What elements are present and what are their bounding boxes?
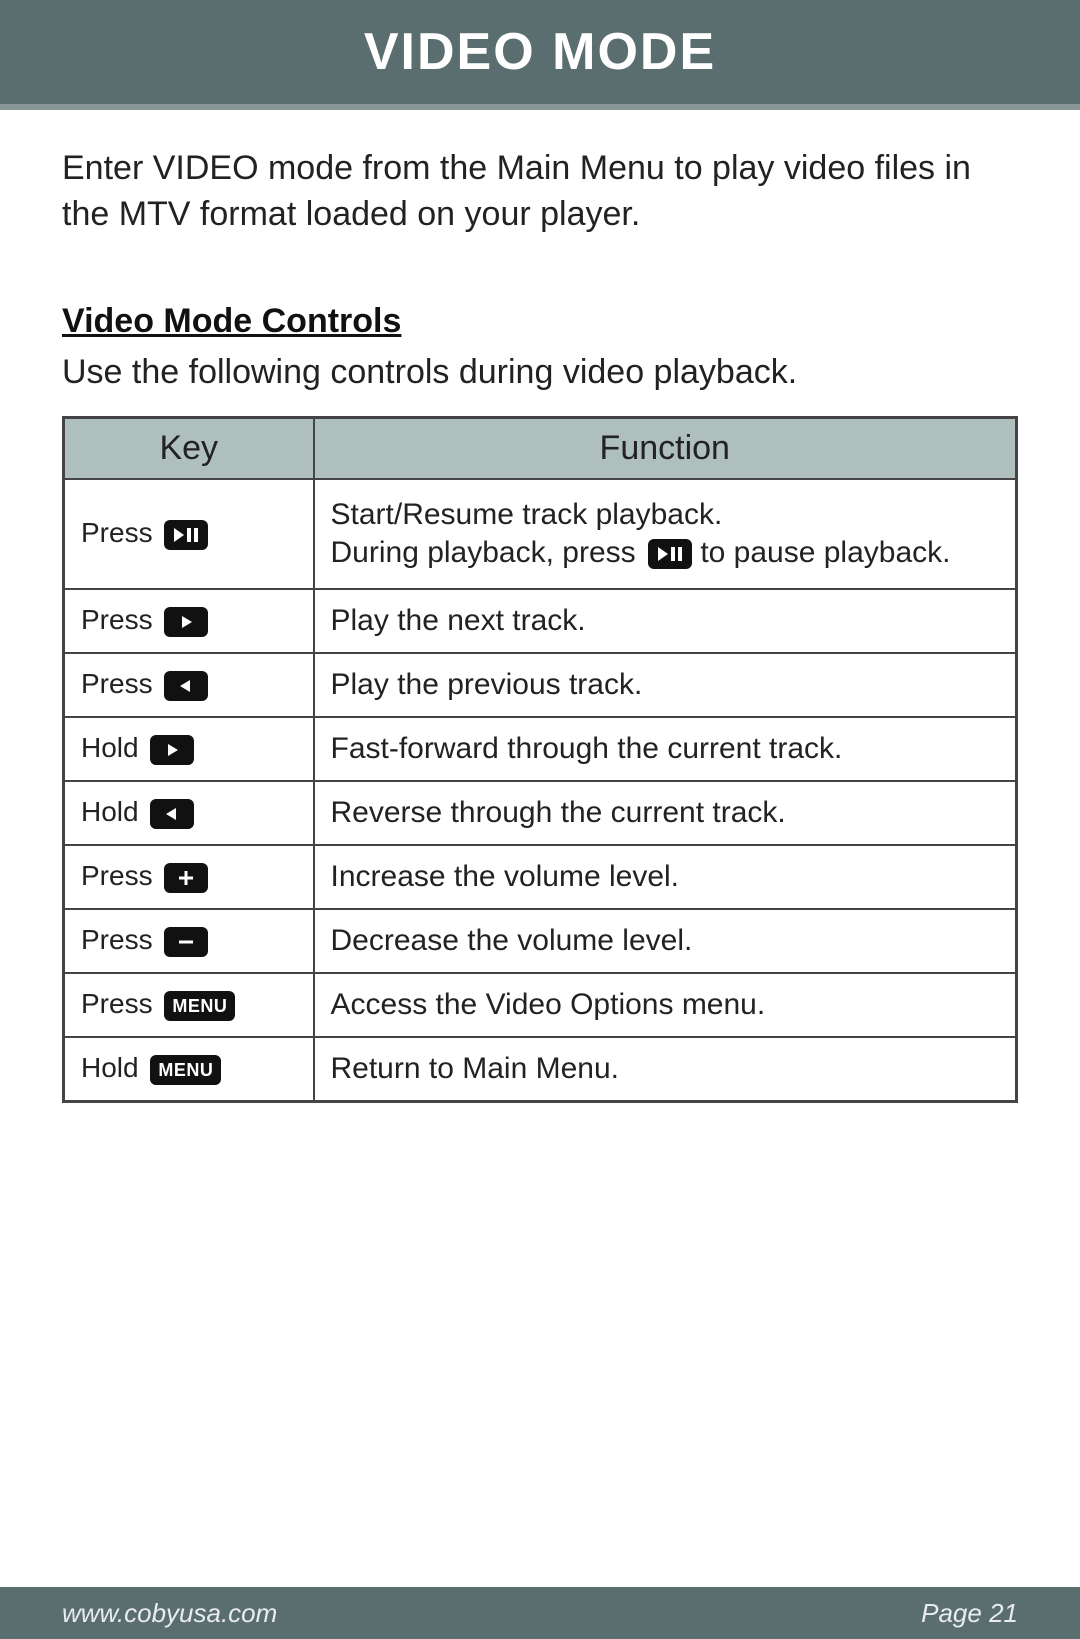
key-cell: Hold <box>64 781 314 845</box>
key-cell: Press <box>64 653 314 717</box>
menu-icon: MENU <box>150 1055 221 1085</box>
key-cell: Press MENU <box>64 973 314 1037</box>
table-row: Press Increase the volume level. <box>64 845 1017 909</box>
section-heading: Video Mode Controls <box>62 302 1018 341</box>
function-text: Start/Resume track playback. <box>331 498 1000 532</box>
key-cell: Press <box>64 479 314 589</box>
function-cell: Reverse through the current track. <box>314 781 1017 845</box>
footer-page-number: Page 21 <box>921 1598 1018 1629</box>
function-cell: Access the Video Options menu. <box>314 973 1017 1037</box>
page-header: VIDEO MODE <box>0 0 1080 110</box>
playpause-icon <box>648 539 692 569</box>
section-description: Use the following controls during video … <box>62 353 1018 392</box>
table-row: Press MENU Access the Video Options menu… <box>64 973 1017 1037</box>
table-row: Press Play the previous track. <box>64 653 1017 717</box>
function-cell: Play the previous track. <box>314 653 1017 717</box>
manual-page: VIDEO MODE Enter VIDEO mode from the Mai… <box>0 0 1080 1639</box>
function-cell: Start/Resume track playback. During play… <box>314 479 1017 589</box>
table-row: Hold MENU Return to Main Menu. <box>64 1037 1017 1102</box>
minus-icon <box>164 927 208 957</box>
col-header-function: Function <box>314 417 1017 479</box>
next-icon <box>164 607 208 637</box>
key-prefix: Press <box>81 604 153 635</box>
key-prefix: Press <box>81 668 153 699</box>
key-cell: Press <box>64 909 314 973</box>
plus-icon <box>164 863 208 893</box>
table-row: Press Play the next track. <box>64 589 1017 653</box>
key-cell: Press <box>64 589 314 653</box>
table-row: Hold Reverse through the current track. <box>64 781 1017 845</box>
key-prefix: Hold <box>81 1052 139 1083</box>
function-cell: Decrease the volume level. <box>314 909 1017 973</box>
function-cell: Increase the volume level. <box>314 845 1017 909</box>
next-icon <box>150 735 194 765</box>
page-footer: www.cobyusa.com Page 21 <box>0 1587 1080 1639</box>
table-row: Press Start/Resume track playback. Durin… <box>64 479 1017 589</box>
key-prefix: Press <box>81 517 153 548</box>
key-cell: Hold <box>64 717 314 781</box>
footer-url: www.cobyusa.com <box>62 1598 277 1629</box>
key-prefix: Press <box>81 924 153 955</box>
key-prefix: Press <box>81 988 153 1019</box>
function-cell: Return to Main Menu. <box>314 1037 1017 1102</box>
intro-text: Enter VIDEO mode from the Main Menu to p… <box>62 146 1018 238</box>
controls-table: Key Function Press Start/Resume track pl… <box>62 416 1018 1103</box>
key-cell: Hold MENU <box>64 1037 314 1102</box>
function-cell: Fast-forward through the current track. <box>314 717 1017 781</box>
key-cell: Press <box>64 845 314 909</box>
table-row: Press Decrease the volume level. <box>64 909 1017 973</box>
function-text: During playback, press to pause playback… <box>331 536 1000 570</box>
page-content: Enter VIDEO mode from the Main Menu to p… <box>0 110 1080 1587</box>
playpause-icon <box>164 520 208 550</box>
prev-icon <box>164 671 208 701</box>
col-header-key: Key <box>64 417 314 479</box>
prev-icon <box>150 799 194 829</box>
function-cell: Play the next track. <box>314 589 1017 653</box>
key-prefix: Hold <box>81 796 139 827</box>
menu-icon: MENU <box>164 991 235 1021</box>
table-row: Hold Fast-forward through the current tr… <box>64 717 1017 781</box>
key-prefix: Hold <box>81 732 139 763</box>
page-title: VIDEO MODE <box>364 22 716 82</box>
key-prefix: Press <box>81 860 153 891</box>
